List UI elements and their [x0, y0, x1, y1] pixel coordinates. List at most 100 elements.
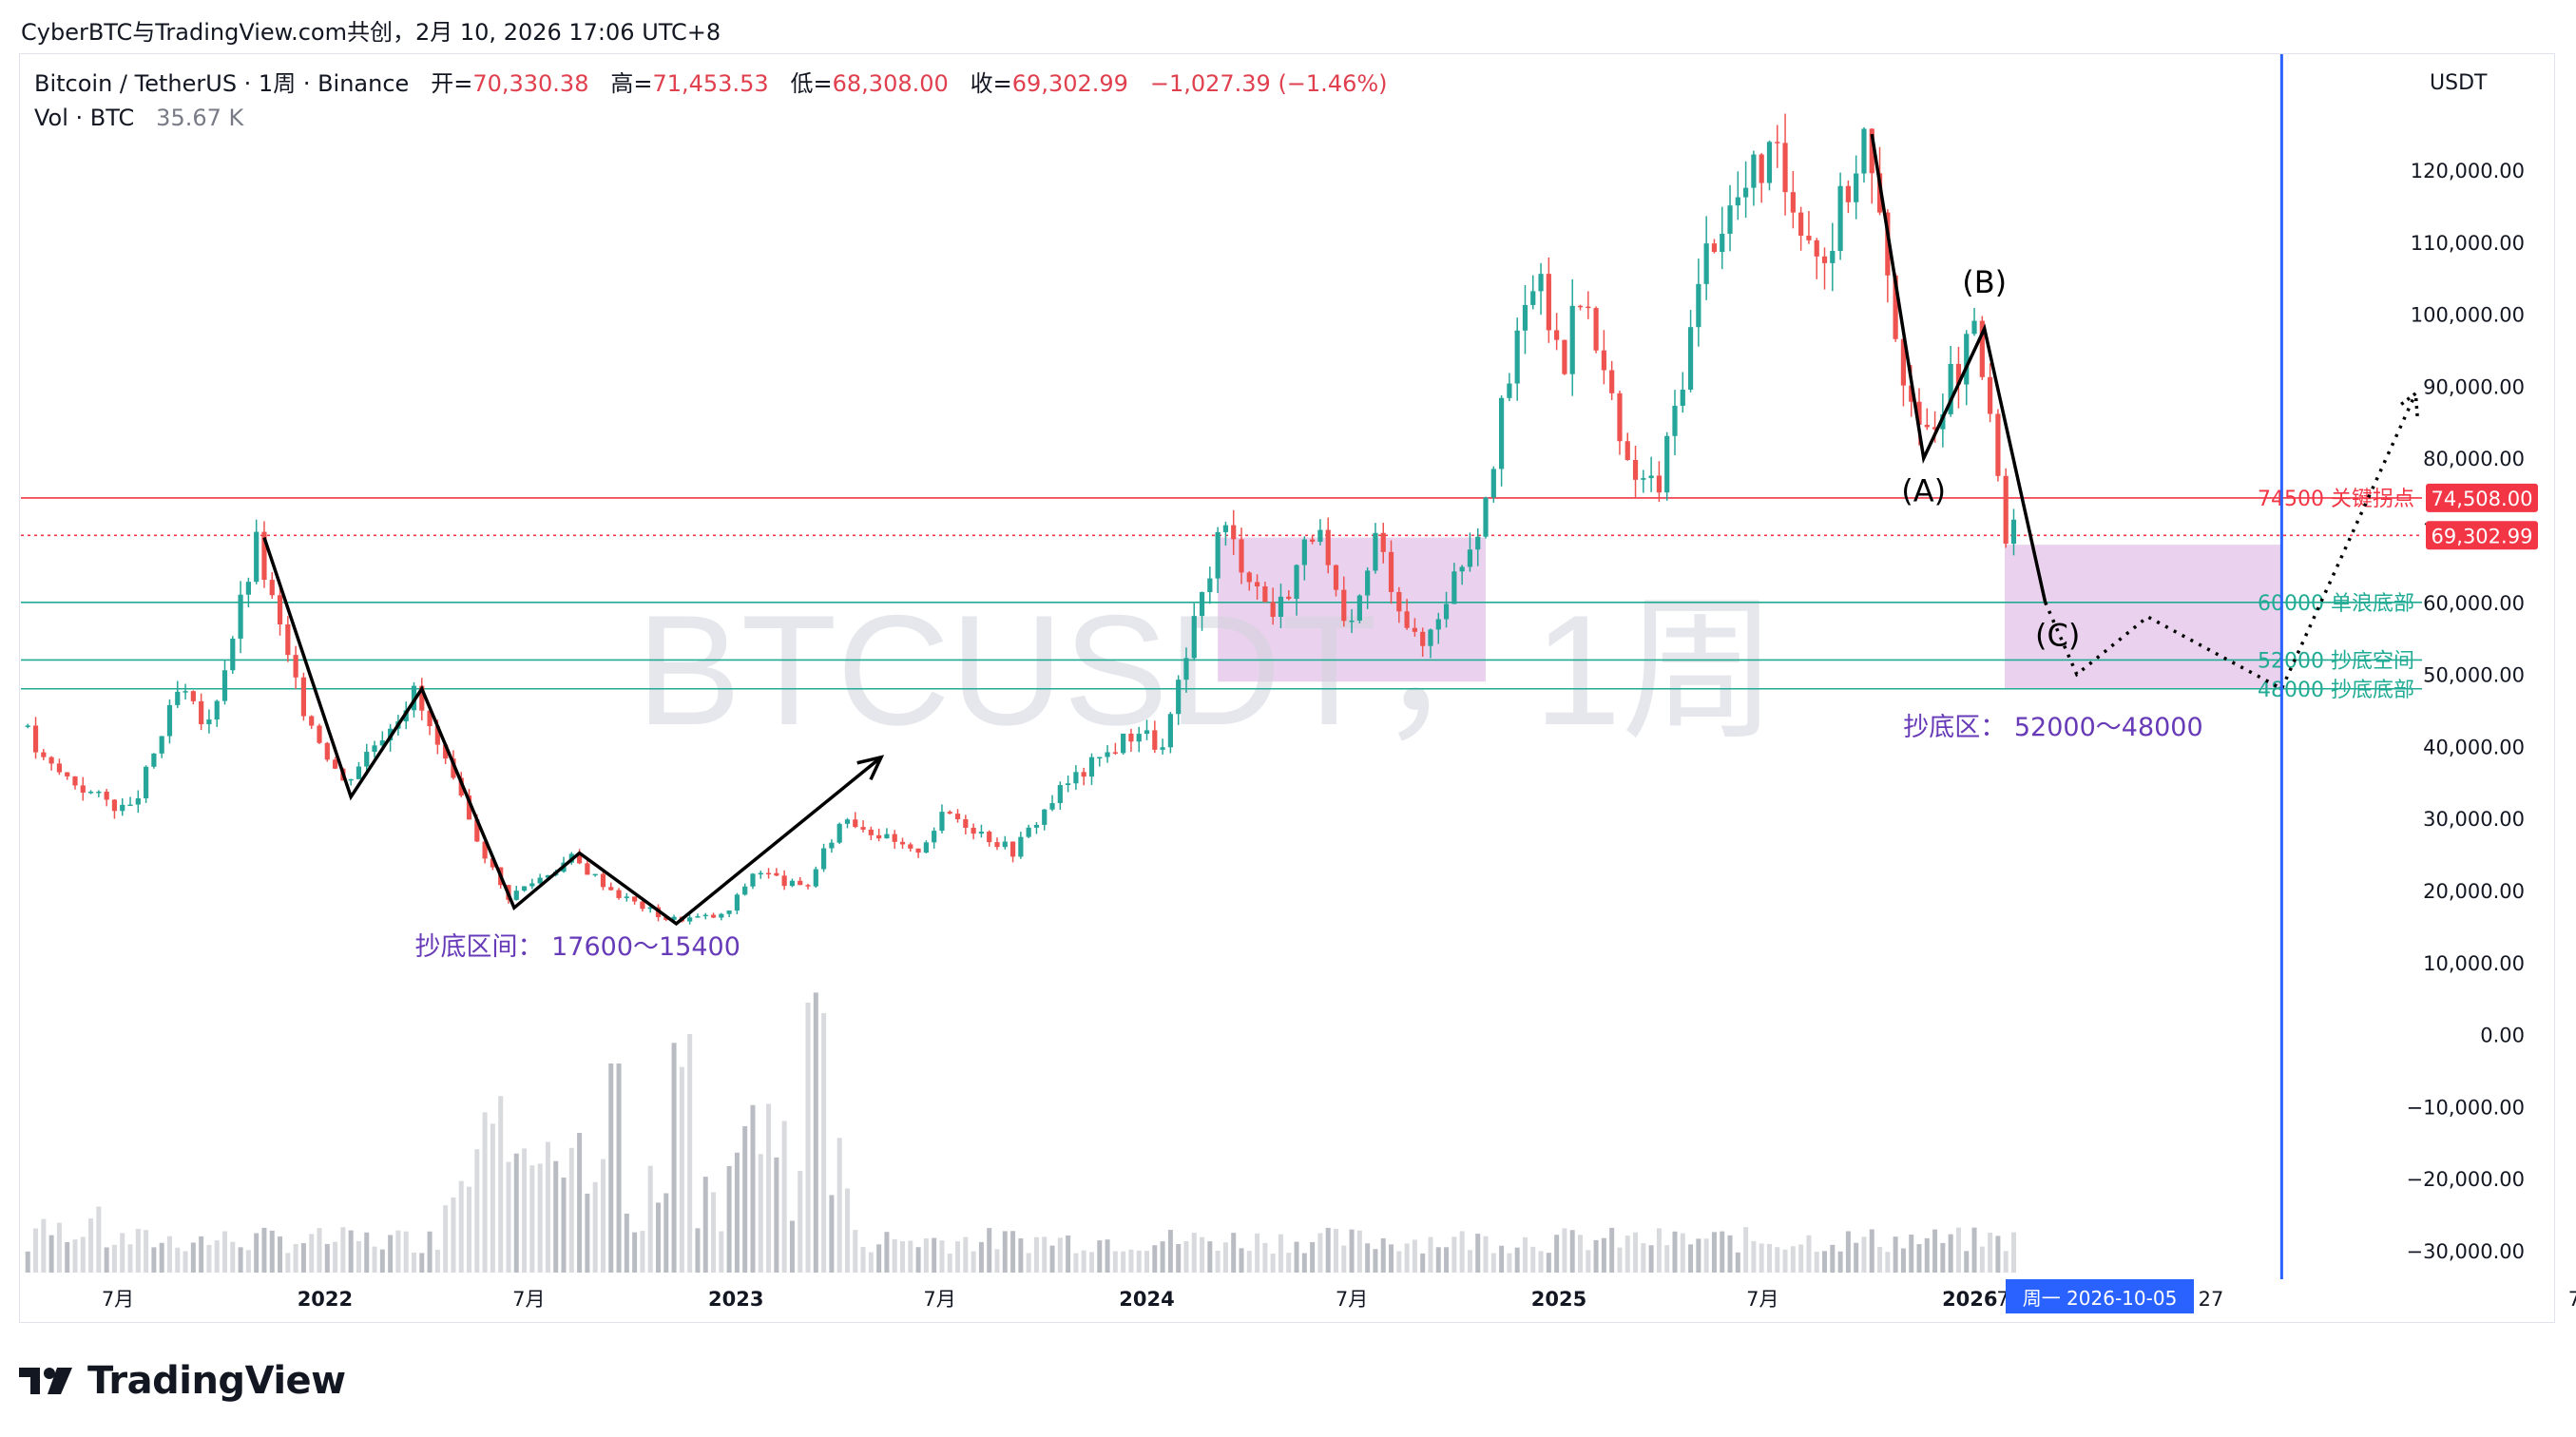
candle-body — [1325, 529, 1331, 565]
volume-bar — [340, 1227, 346, 1273]
candle-body — [585, 863, 590, 875]
candle-body — [293, 655, 298, 678]
candle-body — [1105, 752, 1110, 757]
price-level-label: 48000 抄底底部 — [2258, 679, 2414, 702]
candle-body — [1916, 401, 1922, 425]
candle-body — [214, 700, 220, 720]
candle-body — [1136, 734, 1142, 742]
price-tick-label: 50,000.00 — [2423, 664, 2525, 687]
candle-body — [1988, 376, 1993, 414]
candle-body — [1341, 589, 1347, 622]
candle-body — [1554, 330, 1560, 340]
volume-bar — [48, 1235, 54, 1273]
candle-body — [1199, 592, 1205, 617]
candle-body — [1909, 385, 1914, 402]
volume-bar — [1042, 1236, 1048, 1273]
volume-bar — [285, 1253, 291, 1273]
volume-bar — [1672, 1231, 1678, 1273]
candle-body — [1932, 427, 1938, 430]
candle-body — [1743, 187, 1749, 198]
volume-bar — [994, 1249, 1000, 1273]
candle-body — [1735, 197, 1740, 206]
candle-body — [1885, 212, 1891, 276]
candle-body — [1806, 235, 1812, 240]
candle-body — [48, 757, 54, 764]
volume-bar — [1854, 1242, 1859, 1273]
candle-body — [987, 832, 992, 843]
candle-body — [372, 745, 377, 753]
volume-bar — [1231, 1233, 1237, 1273]
candle-body — [1955, 363, 1962, 385]
legend-symbol[interactable]: Bitcoin / TetherUS · 1周 · Binance — [34, 70, 410, 97]
volume-bar — [640, 1231, 645, 1273]
volume-bar — [309, 1234, 315, 1273]
volume-bar — [1578, 1235, 1584, 1273]
volume-bar — [1152, 1245, 1158, 1273]
candle-body — [32, 725, 39, 753]
candle-body — [277, 595, 283, 624]
volume-bar — [356, 1240, 361, 1273]
legend-vol-label[interactable]: Vol · BTC — [34, 105, 135, 131]
tradingview-logo[interactable]: TradingView — [19, 1357, 346, 1405]
candle-body — [190, 691, 196, 701]
candle-body — [1066, 783, 1071, 786]
volume-bar — [624, 1213, 629, 1273]
volume-bar — [1081, 1250, 1086, 1273]
tradingview-wordmark: TradingView — [87, 1359, 346, 1403]
volume-bar — [1010, 1231, 1016, 1273]
candle-body — [245, 582, 251, 595]
candle-body — [458, 777, 464, 796]
candle-body — [1703, 243, 1709, 284]
candle-body — [1979, 320, 1985, 377]
candle-body — [25, 725, 30, 727]
time-tick-label: 27 — [2199, 1288, 2224, 1311]
volume-bar — [1467, 1250, 1472, 1273]
volume-bar — [269, 1230, 275, 1273]
volume-bar — [278, 1236, 283, 1273]
zone-annotation: 抄底区： 52000～48000 — [1903, 713, 2202, 742]
candle-body — [1294, 565, 1299, 600]
volume-bar — [687, 1034, 693, 1273]
candle-body — [1593, 308, 1599, 351]
candle-body — [1514, 330, 1520, 384]
price-badge — [2426, 521, 2538, 550]
volume-bar — [1916, 1244, 1922, 1273]
candle-body — [427, 710, 433, 727]
price-tick-label: −10,000.00 — [2407, 1096, 2525, 1119]
volume-bar — [1097, 1240, 1103, 1273]
quote-currency-button[interactable]: USDT — [2430, 70, 2488, 95]
price-badge-label: 74,508.00 — [2432, 488, 2533, 510]
volume-bar — [758, 1154, 763, 1273]
projection-path — [2044, 393, 2417, 692]
volume-bar — [293, 1243, 298, 1273]
candle-body — [1648, 475, 1654, 479]
projection-arrowhead — [2396, 390, 2419, 417]
price-tick-label: 100,000.00 — [2411, 304, 2525, 327]
volume-bar — [300, 1242, 306, 1273]
candle-body — [1948, 363, 1953, 414]
volume-bar — [1814, 1252, 1819, 1273]
volume-bar — [1183, 1240, 1189, 1273]
candle-body — [348, 778, 354, 781]
volume-bar — [1262, 1242, 1268, 1273]
volume-bar — [1822, 1251, 1828, 1273]
price-tick-label: 0.00 — [2480, 1025, 2525, 1047]
volume-bar — [1688, 1244, 1694, 1273]
candle-body — [1546, 274, 1551, 331]
volume-bar — [1207, 1241, 1213, 1273]
volume-bar — [206, 1244, 212, 1273]
candle-body — [1475, 536, 1481, 550]
volume-bar — [1948, 1234, 1953, 1273]
candle-body — [939, 812, 945, 832]
candle-body — [844, 819, 851, 824]
candle-body — [884, 833, 890, 839]
candle-body — [1821, 256, 1828, 263]
volume-bar — [1278, 1234, 1283, 1273]
volume-bar — [1404, 1243, 1410, 1273]
candle-body — [915, 848, 921, 853]
candle-body — [72, 776, 78, 786]
volume-bar — [829, 1195, 835, 1273]
volume-bar — [750, 1104, 756, 1273]
candle-body — [1900, 338, 1907, 386]
